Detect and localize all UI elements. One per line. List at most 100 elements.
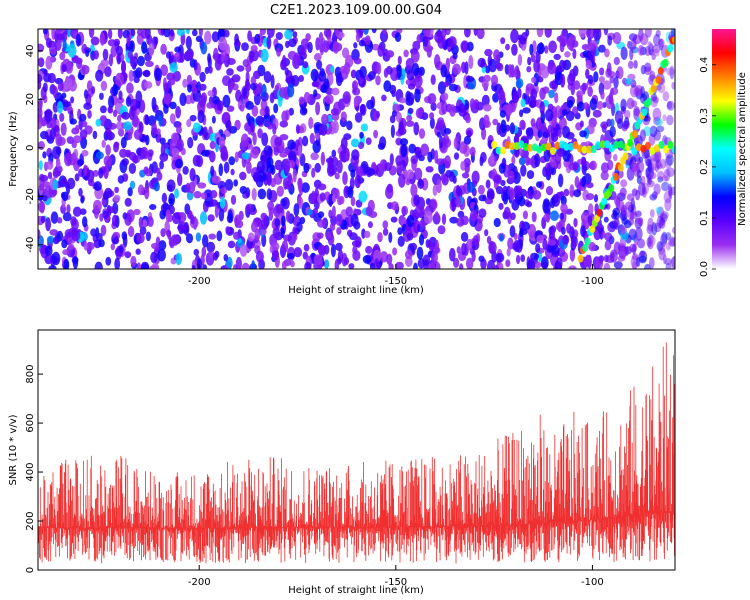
spectrogram-cell [266,29,275,38]
spectrogram-cell [572,48,577,60]
spectrogram-cell [511,43,518,56]
spectrogram-cell [444,155,451,169]
spectrogram-cell [603,262,611,269]
spectrogram-cell [199,71,206,83]
spectrogram-cell [130,255,137,267]
spectrogram-cell [353,42,358,49]
spectrogram-cell [57,81,64,92]
spectrogram-cell [468,55,474,69]
colorbar-tick-label: 0.2 [699,159,710,175]
spectrogram-cell [254,33,261,45]
spectrogram-cell [211,175,221,184]
spectrogram-cell [44,108,53,123]
snr-xtick-label: -150 [384,577,407,588]
spectrogram-cell [204,30,212,45]
spectrogram-cell [431,250,438,265]
spectrogram-feature-cell [635,143,642,152]
spectrogram-cell [168,78,176,86]
spectrogram-cell [98,167,104,179]
spectrogram-cell [46,122,53,129]
spectrogram-cell [266,172,272,186]
spectrogram-cell [464,29,471,38]
spectrogram-cell [54,38,62,51]
spectrogram-feature-cell [568,142,574,151]
spectrogram-cell [52,179,59,191]
spectrogram-cell [609,76,615,84]
spectrogram-cell [350,213,359,227]
spectrogram-cell [67,29,72,38]
spectrogram-cell [100,80,108,92]
spectrogram-cell [400,143,408,158]
spectrogram-cell [644,66,652,76]
spectrogram-cell [59,112,65,122]
spectrogram-cell [531,211,537,223]
spectrogram-cell [376,111,380,119]
spectrogram-cell [410,183,418,197]
spectrogram-cell [520,164,527,177]
spectrogram-cell [390,216,398,223]
spectrogram-cell [466,41,474,52]
spectrogram-cell [314,162,322,173]
spectrogram-cell [487,259,496,269]
spectrogram-cell [199,211,208,225]
spectrogram-cell [346,120,353,131]
spectrogram-cell [65,62,74,74]
spectrogram-cell [129,54,135,67]
spectrogram-cell [510,212,516,221]
spectrogram-cell [143,81,153,89]
spectrogram-cell [327,159,334,171]
spectrogram-cell [227,209,233,222]
spectrogram-cell [368,71,376,80]
spectrogram-cell [175,106,182,119]
spectrogram-cell [460,41,468,53]
spectrogram-cell [335,213,343,226]
spectrogram-cell [469,98,476,110]
spectrogram-cell [274,218,281,228]
spectrogram-cell [40,174,49,182]
spectrogram-cell [525,190,532,199]
spectrogram-cell [540,261,549,269]
spectrogram-cell [154,67,162,81]
spectrogram-cell [530,118,536,127]
spectrogram-cell [432,184,438,196]
spectrogram-cell [630,197,635,211]
spectrogram-cell [551,131,559,143]
spectrogram-cell [67,43,77,58]
spectrogram-cell [656,215,664,229]
spectrogram-cell [466,257,474,269]
spectrogram-cell [136,262,141,269]
spectrogram-cell [665,242,671,251]
spectrogram-cell [463,135,472,145]
spectrogram-cell [50,211,59,224]
spectrogram-cell [543,213,551,221]
spectrogram-cell [465,75,475,83]
spectrogram-cell [414,167,423,181]
spectrogram-cell [620,204,628,215]
spectrogram-cell [129,180,136,190]
spectrogram-cell [220,49,227,62]
spectrogram-cell [91,86,96,95]
spectrogram-ytick-label: 40 [25,44,36,57]
spectrogram-feature-cell [672,146,675,154]
spectrogram-cell [669,186,675,196]
spectrogram-cell [379,136,387,149]
spectrogram-cell [658,38,665,48]
spectrogram-cell [671,256,675,269]
spectrogram-cell [220,152,229,161]
spectrogram-cell [158,115,163,127]
spectrogram-cell [430,74,436,85]
spectrogram-cell [323,259,330,269]
spectrogram-cell [317,244,326,256]
spectrogram-cell [465,115,471,124]
spectrogram-cell [593,194,599,203]
spectrogram-cell [95,69,104,82]
spectrogram-cell [169,101,177,110]
spectrogram-cell [417,258,425,269]
colorbar-tick-label: 0.3 [699,108,710,124]
spectrogram-cell [127,226,135,238]
spectrogram-cell [239,186,248,194]
spectrogram-cell [668,183,673,197]
spectrogram-cell [406,69,415,81]
spectrogram-cell [602,80,612,90]
spectrogram-cell [285,40,290,49]
